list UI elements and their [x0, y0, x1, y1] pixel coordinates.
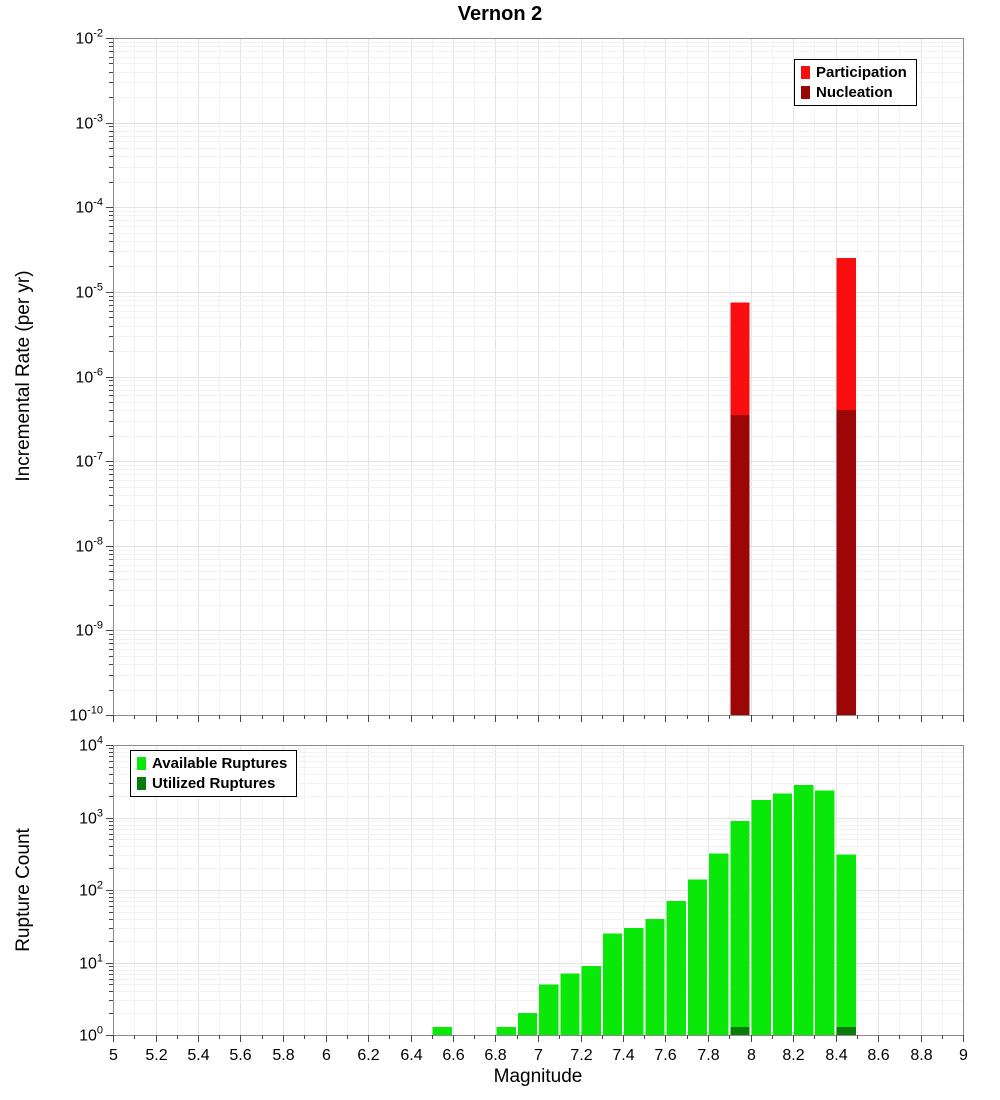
- legend-swatch-participation-icon: [801, 66, 810, 79]
- bar: [709, 853, 729, 1035]
- series-nucleation: [730, 410, 856, 715]
- y-tick-label: 10-6: [75, 367, 103, 387]
- legend-rate: Participation Nucleation: [794, 59, 917, 106]
- y-tick-label: 10-4: [75, 197, 103, 217]
- series-available-ruptures: [432, 785, 856, 1035]
- x-tick-label: 5.8: [272, 1047, 294, 1064]
- y-tick-label: 10-5: [75, 282, 103, 302]
- bar: [560, 973, 580, 1035]
- legend-ruptures: Available Ruptures Utilized Ruptures: [130, 750, 298, 797]
- x-tick-label: 7.8: [697, 1047, 719, 1064]
- bar: [751, 799, 771, 1035]
- x-tick-label: 7.4: [612, 1047, 634, 1064]
- bar: [581, 965, 601, 1035]
- y-tick-label: 103: [79, 808, 103, 828]
- y-tick-label: 102: [79, 880, 103, 900]
- bar: [836, 410, 856, 715]
- x-tick-label: 6.4: [400, 1047, 422, 1064]
- bar: [687, 879, 708, 1035]
- legend-swatch-nucleation-icon: [801, 86, 810, 99]
- x-tick-label: 5.2: [145, 1047, 167, 1064]
- x-tick-label: 6: [322, 1047, 331, 1064]
- bar: [517, 1013, 538, 1035]
- y-tick-label: 10-7: [75, 451, 103, 471]
- x-tick-label: 8: [747, 1047, 756, 1064]
- bar: [836, 854, 856, 1035]
- legend-item-utilized-ruptures: Utilized Ruptures: [137, 775, 287, 792]
- y-tick-label: 104: [79, 735, 103, 755]
- bar: [624, 927, 644, 1035]
- bar: [730, 820, 750, 1035]
- bar: [602, 933, 623, 1035]
- x-tick-label: 6.8: [484, 1047, 506, 1064]
- panel: 10-10 10-9 10-8 10-7 10-6 10-5 10-4 10-3 10-2: [69, 28, 964, 725]
- bar: [730, 415, 750, 715]
- x-tick-label: 8.6: [867, 1047, 889, 1064]
- bar: [815, 790, 835, 1035]
- y-tick-label: 10-3: [75, 113, 103, 133]
- y-tick-label: 10-9: [75, 620, 103, 640]
- chart-title: Vernon 2: [457, 3, 543, 25]
- x-tick-label: 7.2: [570, 1047, 592, 1064]
- legend-swatch-available-icon: [137, 757, 146, 770]
- series-utilized-ruptures: [730, 1027, 856, 1035]
- bar: [432, 1027, 452, 1035]
- x-tick-label: 7: [534, 1047, 543, 1064]
- x-tick-label: 8.8: [910, 1047, 932, 1064]
- bar: [794, 785, 814, 1035]
- x-tick-label: 5.6: [229, 1047, 251, 1064]
- y-tick-label: 10-8: [75, 536, 103, 556]
- x-tick-label: 5: [109, 1047, 118, 1064]
- y-tick-label: 100: [79, 1025, 103, 1045]
- x-tick-label: 8.2: [782, 1047, 804, 1064]
- x-tick-label: 6.6: [442, 1047, 464, 1064]
- legend-label-nucleation: Nucleation: [816, 84, 893, 101]
- x-tick-label: 5.4: [187, 1047, 209, 1064]
- x-tick-label: 7.6: [654, 1047, 676, 1064]
- bar: [836, 1027, 856, 1035]
- bar: [496, 1027, 516, 1035]
- legend-swatch-utilized-icon: [137, 777, 146, 790]
- y-tick-label: 101: [79, 953, 103, 973]
- legend-item-participation: Participation: [801, 64, 907, 81]
- bar: [645, 918, 665, 1035]
- bar: [730, 1027, 750, 1035]
- legend-item-available-ruptures: Available Ruptures: [137, 755, 287, 772]
- legend-label-utilized: Utilized Ruptures: [152, 775, 276, 792]
- legend-item-nucleation: Nucleation: [801, 84, 907, 101]
- y-tick-label: 10-10: [69, 705, 103, 725]
- x-tick-label: 8.4: [825, 1047, 847, 1064]
- y-tick-label: 10-2: [75, 28, 103, 48]
- x-tick-label: 6.2: [357, 1047, 379, 1064]
- bar: [666, 901, 686, 1035]
- legend-label-participation: Participation: [816, 64, 907, 81]
- x-axis-label: Magnitude: [493, 1066, 583, 1087]
- bar: [772, 793, 793, 1035]
- bar: [539, 984, 559, 1035]
- legend-label-available: Available Ruptures: [152, 755, 288, 772]
- panel: 5 5.2 5.4 5.6 5.8 6 6.2 6.4 6.6 6.8 7 7.2 7.4 7.6 7.8 8…: [79, 735, 968, 1065]
- x-tick-label: 9: [959, 1047, 968, 1064]
